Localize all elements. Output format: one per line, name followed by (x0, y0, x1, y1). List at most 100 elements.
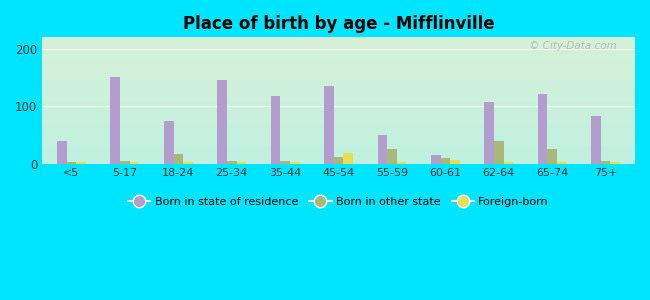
Bar (42, 104, 635, 106)
Bar (42, 138, 635, 140)
Bar (441, 158, 450, 164)
Bar (67, 162, 76, 164)
Bar (42, 85, 635, 87)
Bar (42, 83, 635, 84)
Bar (42, 37, 635, 39)
Bar (610, 162, 620, 164)
Bar (42, 69, 635, 70)
Legend: Born in state of residence, Born in other state, Foreign-born: Born in state of residence, Born in othe… (124, 192, 553, 211)
Bar (42, 145, 635, 146)
Bar (42, 71, 635, 73)
Bar (42, 136, 635, 137)
Bar (42, 42, 635, 44)
Bar (42, 74, 635, 75)
Bar (183, 162, 193, 164)
Bar (42, 155, 635, 156)
Bar (42, 58, 635, 59)
Bar (504, 162, 514, 164)
Bar (42, 140, 635, 141)
Bar (42, 97, 635, 98)
Bar (42, 106, 635, 107)
Bar (324, 86, 333, 164)
Bar (42, 158, 635, 160)
Bar (227, 161, 237, 164)
Bar (42, 84, 635, 85)
Bar (42, 82, 635, 83)
Bar (42, 143, 635, 145)
Bar (42, 60, 635, 61)
Bar (42, 65, 635, 66)
Bar (42, 117, 635, 118)
Bar (557, 162, 567, 164)
Bar (174, 154, 183, 164)
Bar (42, 63, 635, 64)
Bar (42, 132, 635, 133)
Bar (333, 157, 343, 164)
Bar (42, 44, 635, 45)
Bar (42, 141, 635, 142)
Bar (42, 150, 635, 151)
Bar (42, 103, 635, 104)
Bar (431, 155, 441, 164)
Bar (42, 118, 635, 119)
Bar (387, 148, 396, 164)
Bar (42, 133, 635, 134)
Bar (42, 95, 635, 97)
Bar (42, 148, 635, 150)
Bar (42, 109, 635, 110)
Bar (42, 49, 635, 50)
Bar (42, 161, 635, 162)
Bar (290, 162, 300, 164)
Bar (42, 152, 635, 153)
Bar (42, 108, 635, 109)
Bar (42, 52, 635, 54)
Bar (164, 121, 174, 164)
Bar (42, 78, 635, 79)
Bar (42, 147, 635, 148)
Bar (42, 70, 635, 71)
Bar (42, 59, 635, 60)
Bar (42, 64, 635, 65)
Bar (42, 131, 635, 132)
Bar (42, 142, 635, 143)
Bar (42, 100, 635, 102)
Bar (42, 102, 635, 103)
Bar (42, 124, 635, 126)
Bar (42, 134, 635, 136)
Bar (592, 116, 601, 164)
Title: Place of birth by age - Mifflinville: Place of birth by age - Mifflinville (183, 15, 495, 33)
Bar (130, 162, 139, 164)
Bar (42, 54, 635, 55)
Bar (42, 55, 635, 56)
Bar (42, 92, 635, 93)
Bar (42, 128, 635, 130)
Bar (217, 80, 227, 164)
Bar (42, 122, 635, 123)
Bar (42, 56, 635, 58)
Bar (42, 41, 635, 42)
Bar (42, 68, 635, 69)
Bar (42, 98, 635, 99)
Bar (42, 61, 635, 63)
Bar (42, 153, 635, 155)
Bar (42, 47, 635, 49)
Bar (42, 114, 635, 116)
Bar (42, 66, 635, 68)
Bar (42, 87, 635, 88)
Bar (42, 123, 635, 124)
Bar (42, 80, 635, 82)
Bar (42, 50, 635, 51)
Bar (42, 94, 635, 95)
Bar (42, 93, 635, 94)
Bar (42, 40, 635, 41)
Bar (42, 75, 635, 76)
Bar (42, 89, 635, 90)
Bar (42, 162, 635, 164)
Bar (450, 160, 460, 164)
Bar (42, 90, 635, 92)
Bar (42, 110, 635, 112)
Bar (42, 126, 635, 127)
Bar (547, 149, 557, 164)
Bar (42, 112, 635, 113)
Bar (42, 107, 635, 108)
